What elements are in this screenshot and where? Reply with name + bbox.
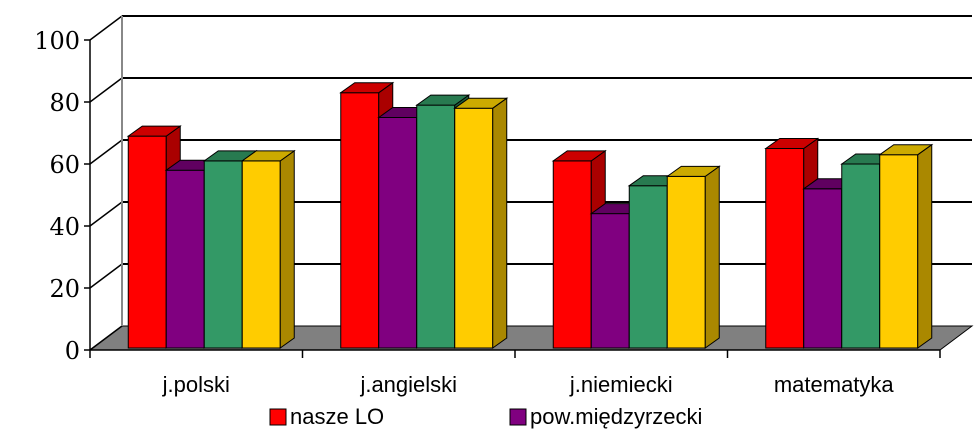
bar-top: [551, 150, 607, 162]
bar-top: [878, 144, 934, 156]
y-tick-label: 20: [49, 275, 80, 303]
y-tick-label: 40: [49, 213, 80, 241]
bar-front: [666, 175, 706, 349]
y-tick-label: 80: [49, 89, 80, 117]
bar-front: [803, 188, 843, 349]
bar-front: [454, 107, 494, 349]
x-tick-labels: j.polski j.angielski j.niemiecki matematyka: [162, 372, 895, 397]
gridline-slant: [89, 139, 123, 165]
legend: nasze LO pow.międzyrzecki: [269, 404, 702, 429]
legend-swatch: [509, 408, 527, 426]
bars: [89, 81, 941, 358]
bar-side: [279, 149, 295, 349]
bar-front: [378, 117, 418, 349]
gridline-slant: [89, 325, 123, 351]
gridline-slant: [89, 15, 123, 41]
bar-front: [241, 160, 281, 349]
bar-front: [628, 185, 668, 349]
gridline-slant: [89, 77, 123, 103]
x-tick-label: j.angielski: [359, 372, 457, 397]
x-tick-label: j.polski: [162, 372, 230, 397]
bar-top: [665, 165, 721, 177]
bar-top: [453, 97, 509, 109]
bar-front: [765, 148, 805, 349]
y-tick-labels: 0 20 40 60 80 100: [34, 27, 90, 365]
bar-top: [339, 82, 395, 94]
bar-front: [165, 169, 205, 349]
bar-top: [126, 125, 182, 137]
bar-side: [917, 143, 933, 349]
legend-swatch: [269, 408, 287, 426]
bar-side: [704, 165, 720, 349]
bar-front: [841, 163, 881, 349]
bar-front: [416, 104, 456, 349]
bar-top: [764, 138, 820, 149]
x-tick-label: j.niemiecki: [569, 372, 673, 397]
bar-top: [415, 94, 471, 106]
legend-label: pow.międzyrzecki: [530, 404, 702, 429]
bar-front: [590, 213, 630, 349]
bar-front: [552, 160, 592, 349]
y-tick-label: 0: [65, 337, 80, 365]
bar-top: [240, 150, 296, 162]
gridline-slant: [89, 201, 123, 227]
y-tick-label: 100: [34, 27, 80, 55]
bar-front: [879, 154, 919, 349]
gridline-slant: [89, 263, 123, 289]
x-tick-label: matematyka: [774, 372, 895, 397]
legend-label: nasze LO: [290, 404, 384, 429]
bar-side: [492, 97, 508, 349]
bar-front: [127, 135, 167, 349]
y-tick-label: 60: [49, 151, 80, 179]
bar-front: [340, 92, 380, 349]
bar-front: [203, 160, 243, 349]
